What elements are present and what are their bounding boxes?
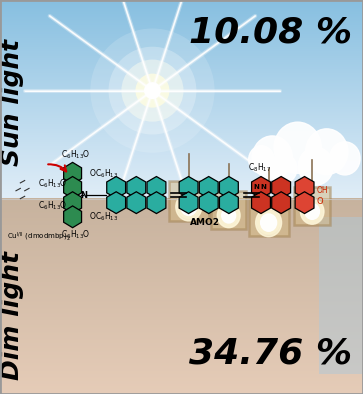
Point [266,219,272,226]
Circle shape [298,147,333,185]
Circle shape [252,136,292,179]
Text: O: O [317,197,323,206]
Circle shape [274,122,321,173]
Bar [294,187,330,225]
Bar [249,197,289,236]
Text: N: N [81,191,87,199]
Text: OH: OH [317,186,328,195]
Text: $\mathregular{C_6H_{13}O}$: $\mathregular{C_6H_{13}O}$ [61,149,91,161]
Polygon shape [64,206,82,228]
Circle shape [217,203,240,228]
Point [150,87,155,94]
Point [150,87,155,94]
Text: $\mathregular{C_6H_{13}O}$: $\mathregular{C_6H_{13}O}$ [61,229,91,241]
Text: $\mathregular{C_8H_{17}}$: $\mathregular{C_8H_{17}}$ [248,162,272,174]
Polygon shape [107,177,126,198]
Circle shape [261,214,277,231]
Text: Dim light: Dim light [0,251,24,380]
Circle shape [256,208,282,237]
Point [150,87,155,94]
Polygon shape [147,192,166,214]
Point [309,208,315,215]
Polygon shape [295,177,314,198]
Polygon shape [64,192,82,214]
Text: $\mathregular{C_6H_{13}O}$: $\mathregular{C_6H_{13}O}$ [38,178,67,190]
Text: Sun light: Sun light [0,39,24,166]
Polygon shape [64,162,82,184]
Polygon shape [272,177,290,198]
Text: N: N [254,184,260,190]
Circle shape [330,142,360,175]
Polygon shape [220,177,238,198]
Circle shape [176,193,202,221]
Circle shape [181,198,197,216]
Polygon shape [252,192,270,214]
Text: N: N [260,184,266,190]
Polygon shape [179,192,198,214]
Polygon shape [107,192,126,214]
Polygon shape [199,177,218,198]
Bar [211,191,246,229]
Text: 10.08 %: 10.08 % [189,16,352,50]
Point [226,212,232,219]
Polygon shape [220,192,238,214]
Polygon shape [179,177,198,198]
Bar [319,217,363,374]
Polygon shape [199,192,218,214]
Point [150,87,155,94]
Polygon shape [272,192,290,214]
Text: $\mathregular{Cu^{I/II}\ (dmodmbp)_2}$: $\mathregular{Cu^{I/II}\ (dmodmbp)_2}$ [7,230,71,243]
Polygon shape [64,177,82,198]
Point [150,87,155,94]
Circle shape [222,208,236,223]
Bar [169,181,209,221]
Circle shape [301,199,324,224]
Circle shape [305,204,319,219]
Circle shape [249,146,274,173]
Polygon shape [147,177,166,198]
Circle shape [306,129,348,175]
Polygon shape [127,177,146,198]
Polygon shape [252,177,270,198]
Text: AMO2: AMO2 [190,218,220,227]
Text: $\mathregular{C_6H_{13}O}$: $\mathregular{C_6H_{13}O}$ [38,200,67,212]
Point [186,204,192,210]
Polygon shape [295,192,314,214]
Text: $\mathregular{OC_6H_{13}}$: $\mathregular{OC_6H_{13}}$ [89,210,118,223]
Text: 34.76 %: 34.76 % [189,336,352,370]
Circle shape [269,154,297,184]
Polygon shape [127,192,146,214]
Text: $\mathregular{OC_6H_{13}}$: $\mathregular{OC_6H_{13}}$ [89,167,118,180]
